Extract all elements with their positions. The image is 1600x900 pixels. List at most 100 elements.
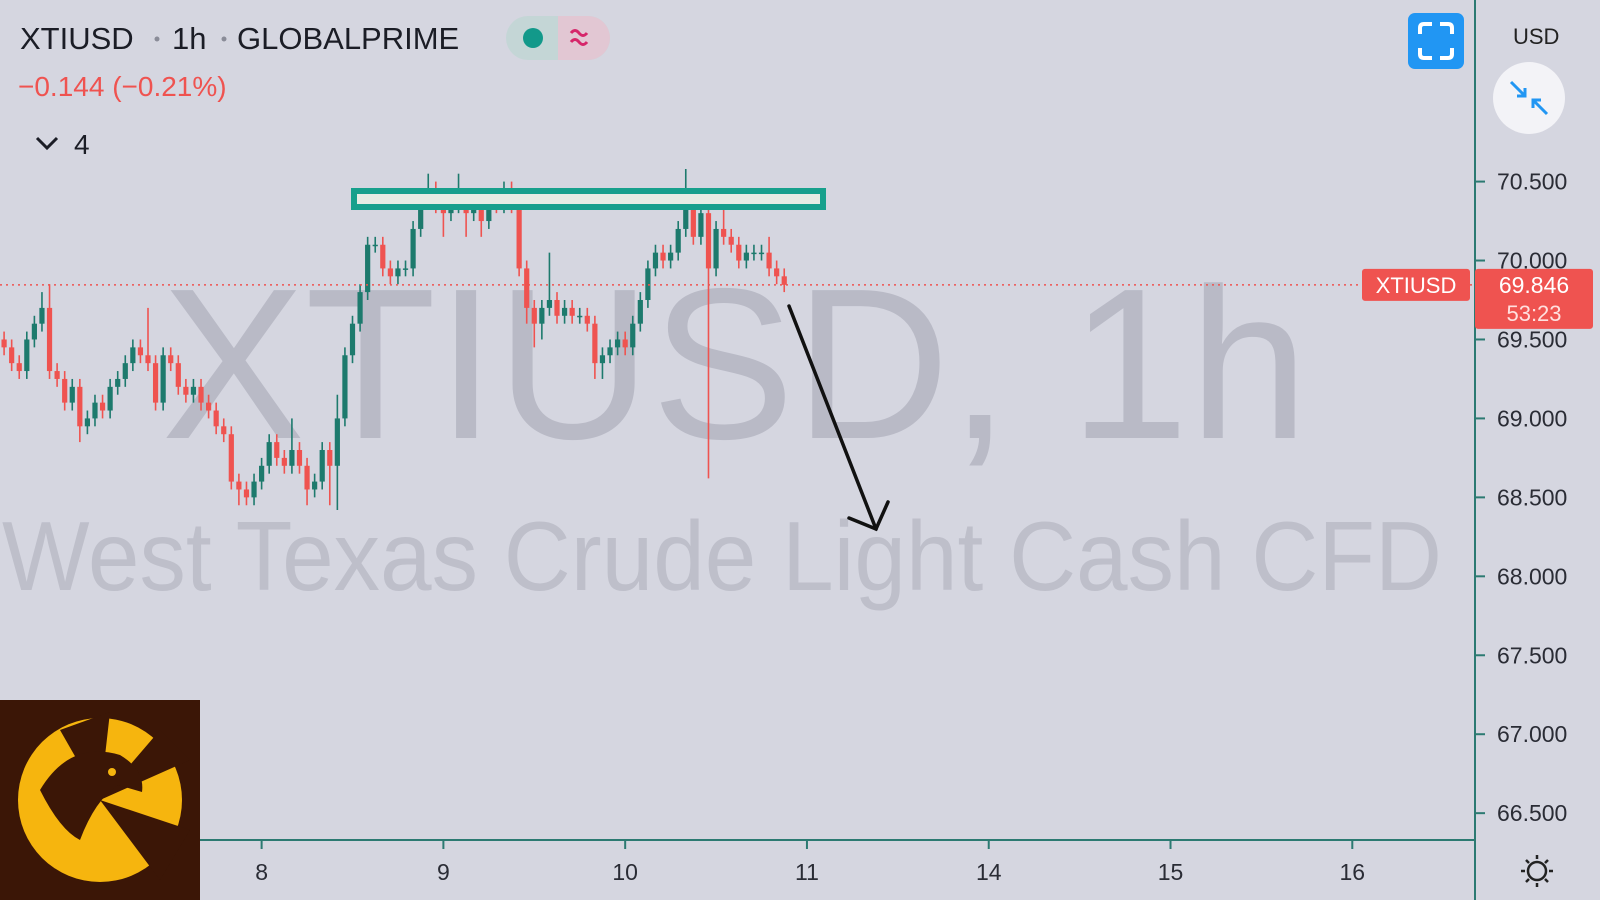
logo-eagle (40, 751, 143, 840)
candle-body (561, 307, 568, 316)
settings-button[interactable] (1521, 855, 1553, 887)
x-tick-label: 10 (612, 859, 638, 885)
candle-body (281, 457, 287, 466)
candle-body (410, 228, 416, 269)
candle-body (728, 236, 734, 245)
x-tick-label: 15 (1158, 859, 1184, 885)
candle-body (190, 386, 197, 395)
candle-body (46, 307, 53, 372)
collapse-chevron[interactable] (35, 136, 59, 151)
resistance-box (351, 188, 826, 210)
countdown: 53:23 (1506, 301, 1561, 326)
candle-body (751, 252, 757, 255)
x-tick-label: 14 (976, 859, 1002, 885)
candle-body (24, 339, 30, 372)
candle-body (62, 378, 68, 403)
candle-body (16, 363, 22, 372)
candle-body (721, 228, 727, 237)
candle-body (99, 402, 106, 411)
candle-body (122, 363, 128, 379)
candle-body (546, 300, 553, 308)
candle-body (69, 386, 75, 403)
candle-body (9, 347, 15, 364)
y-tick-label: 69.000 (1497, 405, 1567, 431)
separator (154, 36, 160, 42)
candle-body (683, 205, 689, 229)
minimize-button[interactable] (1493, 62, 1565, 134)
y-tick-label: 66.500 (1497, 800, 1567, 826)
wave-icon (569, 29, 589, 46)
y-tick-label: 67.000 (1497, 721, 1567, 747)
watermark-subtitle: West Texas Crude Light Cash CFD (2, 501, 1442, 611)
candle-body (705, 213, 712, 269)
candle-body (1, 339, 7, 348)
candle-body (221, 426, 227, 435)
candle-body (645, 268, 651, 300)
price-change: −0.144 (−0.21%) (18, 71, 227, 102)
indicator-count[interactable]: 4 (74, 129, 90, 160)
candle-body (296, 450, 303, 466)
candle-body (637, 300, 643, 324)
candle-body (289, 450, 295, 466)
candle-body (137, 347, 144, 356)
candle-body (130, 347, 136, 364)
candle-body (615, 339, 621, 348)
candle-body (713, 228, 719, 269)
candle-body (54, 371, 60, 379)
watermark-title: XTIUSD, 1h (161, 243, 1308, 484)
candle-body (327, 450, 333, 466)
candle-body (402, 268, 409, 270)
separator (221, 36, 227, 42)
candle-body (365, 244, 371, 293)
candle-body (758, 252, 765, 255)
interval: 1h (172, 21, 206, 56)
candle-body (259, 465, 265, 482)
status-pill[interactable] (506, 16, 610, 60)
candle-body (387, 268, 393, 277)
candle-body (516, 205, 522, 269)
candle-body (349, 323, 356, 356)
x-tick-label: 9 (437, 859, 450, 885)
candle-body (622, 339, 628, 348)
candle-body (357, 292, 363, 324)
candle-body (243, 489, 250, 498)
candle-body (274, 442, 280, 458)
forecast-arrow (787, 304, 890, 532)
candle-body (304, 465, 310, 490)
candle-body (698, 213, 704, 237)
candle-body (478, 205, 484, 222)
logo-eye (108, 768, 116, 776)
candle-body (183, 386, 189, 395)
candle-body (599, 355, 606, 364)
candle-body (312, 481, 318, 490)
candle-body (168, 355, 174, 364)
arrow-shaft (787, 304, 878, 531)
candle-body (266, 442, 272, 466)
candle-body (92, 402, 98, 419)
candle-body (84, 418, 91, 427)
fullscreen-button[interactable] (1408, 13, 1464, 69)
button-icon (1418, 22, 1454, 60)
candle-body (652, 252, 659, 269)
broker: GLOBALPRIME (237, 21, 459, 56)
candle-body (668, 252, 674, 261)
candle-body (766, 252, 772, 269)
candle-body (152, 363, 159, 403)
button-bg (1493, 62, 1565, 134)
logo (0, 700, 200, 900)
candle-body (160, 355, 166, 403)
y-tick-label: 70.500 (1497, 169, 1567, 195)
symbol-tag-bg (1362, 268, 1470, 301)
button-bg (1408, 13, 1464, 69)
symbol-tag: XTIUSD (1376, 273, 1457, 298)
x-tick-label: 11 (795, 859, 819, 885)
candle-body (774, 268, 780, 277)
candle-body (319, 450, 325, 482)
gear-ring (1526, 860, 1548, 882)
candle-body (236, 481, 242, 490)
candle-body (251, 481, 257, 498)
currency: USD (1513, 24, 1559, 49)
arrow-head (847, 500, 890, 532)
candle-body (334, 418, 340, 466)
